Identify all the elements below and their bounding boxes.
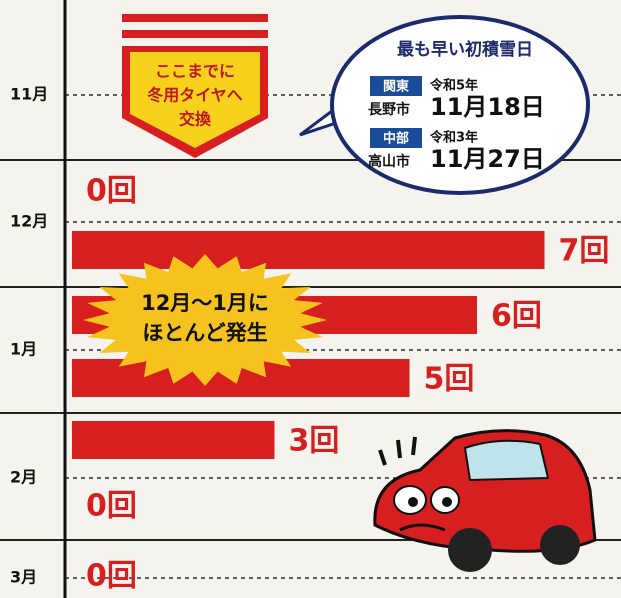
value-label: 6回 — [491, 299, 542, 334]
sign-text: 冬用タイヤへ — [147, 86, 243, 105]
car-wheel — [540, 525, 580, 565]
starburst-text: 12月〜1月に — [141, 291, 269, 315]
month-label: 12月 — [10, 212, 48, 231]
value-label: 7回 — [559, 234, 610, 269]
sign-text: 交換 — [179, 110, 212, 129]
value-label: 3回 — [289, 424, 340, 459]
month-label: 3月 — [10, 568, 37, 587]
bubble-title: 最も早い初積雪日 — [397, 39, 533, 60]
car-pupil — [442, 497, 452, 507]
city: 長野市 — [368, 101, 410, 118]
value-label: 0回 — [86, 489, 137, 524]
value-label: 5回 — [424, 362, 475, 397]
bar — [72, 231, 545, 269]
era: 令和5年 — [430, 78, 478, 94]
car-wheel — [448, 528, 492, 572]
month-label: 2月 — [10, 468, 37, 487]
sign-stripe — [122, 30, 268, 38]
month-label: 11月 — [10, 85, 48, 104]
car-pupil — [408, 497, 418, 507]
bar — [72, 421, 275, 459]
car-window — [465, 441, 548, 480]
sign-text: ここまでに — [155, 62, 235, 81]
region: 関東 — [383, 79, 409, 95]
date: 11月27日 — [430, 145, 545, 173]
starburst-shape — [83, 254, 327, 386]
chart: 11月 12月 1月 2月 3月 0回 7回 6回 5回 3回 0回 0回 ここまでに 冬用タイヤへ… — [0, 0, 621, 598]
date: 11月18日 — [430, 93, 545, 121]
sign-stripe — [122, 14, 268, 22]
city: 高山市 — [368, 153, 410, 170]
month-label: 1月 — [10, 340, 37, 359]
region: 中部 — [383, 131, 409, 147]
value-label: 0回 — [86, 174, 137, 209]
value-label: 0回 — [86, 559, 137, 594]
starburst-text: ほとんど発生 — [142, 321, 267, 345]
era: 令和3年 — [430, 130, 478, 146]
